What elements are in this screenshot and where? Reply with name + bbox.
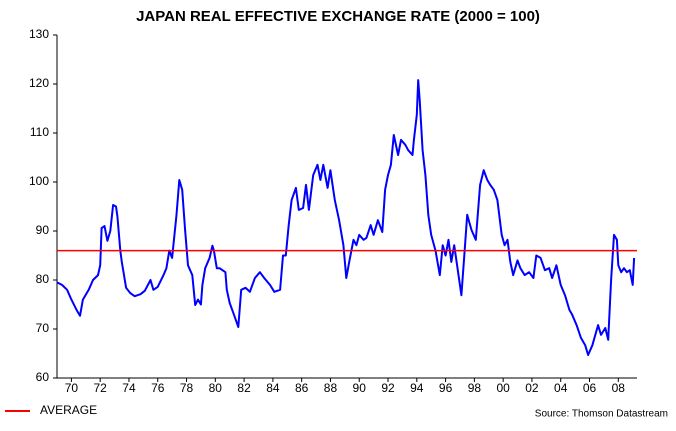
x-tick-label: 70 [65, 381, 79, 395]
x-tick-label: 74 [122, 381, 136, 395]
x-tick-label: 06 [583, 381, 597, 395]
y-tick-label: 90 [36, 223, 50, 237]
y-tick-label: 80 [36, 272, 50, 286]
y-tick-label: 110 [30, 125, 49, 139]
y-tick-label: 70 [36, 321, 50, 335]
x-tick-label: 94 [410, 381, 424, 395]
x-tick-label: 80 [209, 381, 223, 395]
y-tick-label: 130 [29, 27, 49, 41]
y-tick-label: 100 [29, 174, 49, 188]
x-tick-label: 82 [237, 381, 251, 395]
x-tick-label: 90 [353, 381, 367, 395]
x-tick-label: 88 [324, 381, 338, 395]
x-tick-label: 92 [381, 381, 395, 395]
y-tick-label: 60 [36, 370, 50, 384]
x-tick-label: 72 [93, 381, 107, 395]
x-tick-label: 76 [151, 381, 165, 395]
x-tick-label: 96 [439, 381, 453, 395]
x-tick-label: 08 [612, 381, 626, 395]
y-tick-label: 120 [29, 76, 49, 90]
series-line [56, 79, 636, 356]
x-tick-label: 04 [554, 381, 568, 395]
x-tick-label: 84 [266, 381, 280, 395]
x-tick-label: 02 [525, 381, 539, 395]
x-tick-label: 78 [180, 381, 194, 395]
x-tick-label: 86 [295, 381, 309, 395]
chart-title: JAPAN REAL EFFECTIVE EXCHANGE RATE (2000… [136, 8, 540, 25]
legend-label: AVERAGE [40, 403, 97, 417]
source: Source: Thomson Datastream [535, 409, 668, 420]
x-tick-label: 00 [496, 381, 510, 395]
x-tick-label: 98 [468, 381, 482, 395]
